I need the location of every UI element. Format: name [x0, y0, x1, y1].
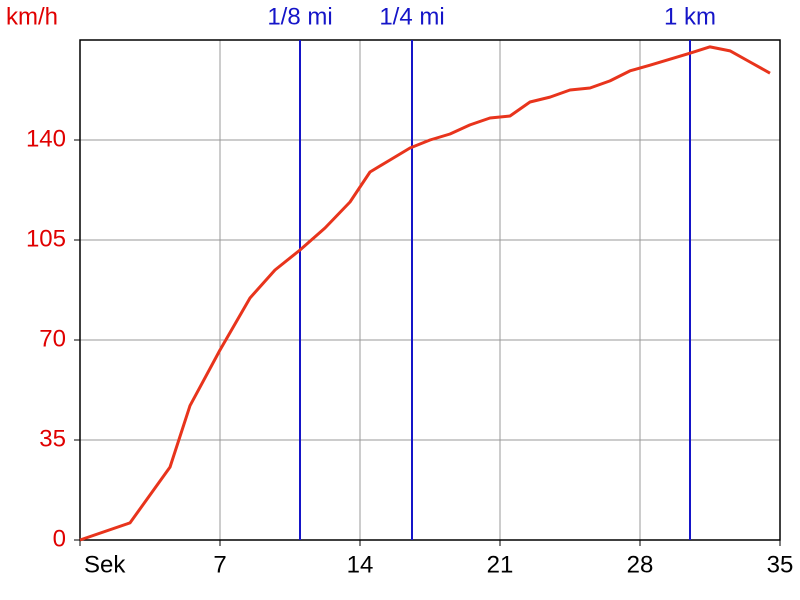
y-tick-label: 35 [39, 425, 66, 452]
x-tick-label: 14 [347, 551, 374, 578]
plot-frame [79, 39, 781, 541]
y-tick-label: 70 [39, 325, 66, 352]
x-tick-label: 7 [213, 551, 226, 578]
data-line [79, 45, 771, 542]
x-tick-label: 21 [487, 551, 514, 578]
x-tick-label: 35 [767, 551, 794, 578]
y-tick-label: 0 [53, 525, 66, 552]
y-axis-label: km/h [6, 3, 58, 30]
marker-label: 1 km [664, 3, 716, 30]
marker-label: 1/8 mi [267, 3, 332, 30]
x-tick-label: 28 [627, 551, 654, 578]
marker-label: 1/4 mi [379, 3, 444, 30]
x-tick-label: Sek [84, 551, 126, 578]
y-tick-label: 105 [26, 225, 66, 252]
y-tick-label: 140 [26, 125, 66, 152]
